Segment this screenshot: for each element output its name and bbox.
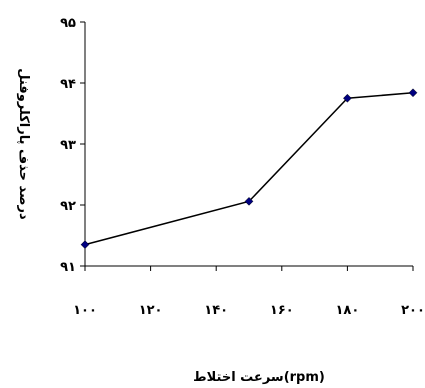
x-tick-label: ۲۰۰ [401, 303, 425, 318]
x-ticks: ۱۰۰ ۱۲۰ ۱۴۰ ۱۶۰ ۱۸۰ ۲۰۰ [73, 266, 425, 318]
data-point-marker [244, 196, 254, 206]
x-tick-label: ۱۰۰ [73, 303, 97, 318]
y-axis-title: درصد حذف پاراكلروفنل [16, 68, 31, 220]
data-point-marker [343, 93, 352, 103]
x-tick-label: ۱۴۰ [204, 303, 228, 318]
x-tick-label: ۱۲۰ [139, 303, 163, 318]
y-tick-label: ۹۳ [60, 138, 76, 153]
data-point-marker [80, 240, 90, 250]
y-ticks: ۹۱ ۹۲ ۹۳ ۹۴ ۹۵ [60, 16, 85, 275]
y-tick-label: ۹۱ [60, 260, 76, 275]
data-point-marker [408, 88, 418, 98]
series-line [84, 92, 414, 246]
y-tick-label: ۹۵ [60, 16, 76, 31]
x-tick-label: ۱۸۰ [335, 303, 359, 318]
series-layer [80, 88, 418, 250]
axes [84, 22, 413, 267]
x-axis-title: سرعت اختلاط(rpm) [193, 370, 325, 385]
y-tick-label: ۹۲ [60, 199, 76, 214]
x-tick-label: ۱۶۰ [270, 303, 294, 318]
y-tick-label: ۹۴ [60, 77, 76, 92]
